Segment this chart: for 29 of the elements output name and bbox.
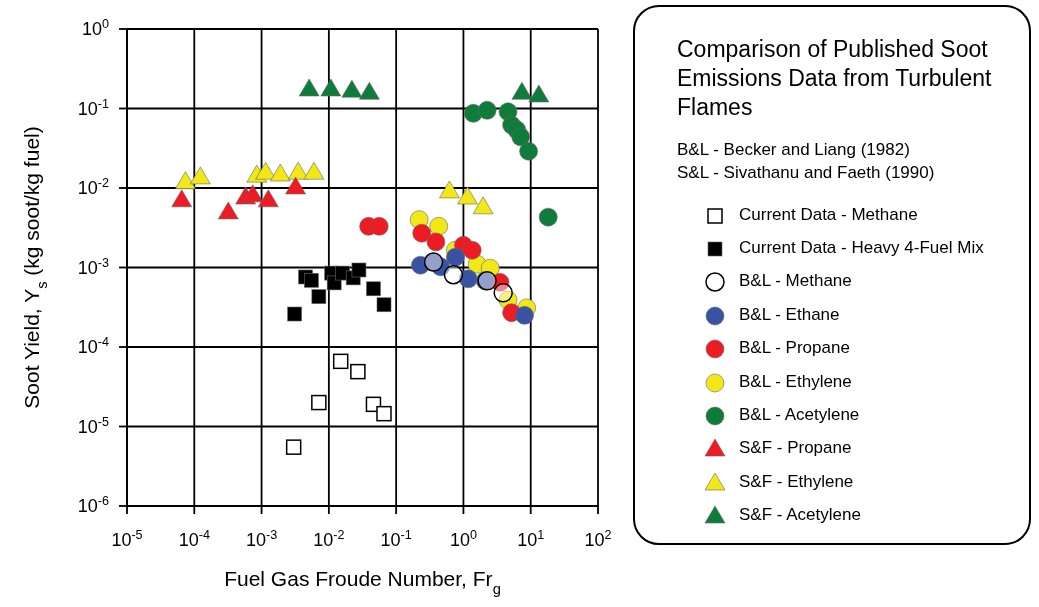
x-tick-label: 10$^{-1}$: [380, 528, 412, 550]
y-tick-label: 10$^{-6}$: [77, 494, 109, 516]
legend-label: B&L - Ethane: [739, 304, 840, 324]
x-tick-label: 10$^{1}$: [517, 528, 545, 550]
text: B&L - Becker and Liang (1982): [677, 140, 910, 159]
x-tick-label: 10$^{-5}$: [111, 528, 143, 550]
y-tick-label: 10$^{0}$: [81, 17, 109, 39]
x-axis-title: Fuel Gas Froude Number, Fr$_{g}$: [224, 567, 501, 597]
x-tick-label: 10$^{-2}$: [313, 528, 345, 550]
x-tick-label: 10$^{0}$: [449, 528, 477, 550]
legend-label: B&L - Propane: [739, 338, 850, 358]
text: S&L - Sivathanu and Faeth (1990): [677, 163, 935, 182]
y-tick-label: 10$^{-3}$: [77, 255, 109, 278]
y-tick-label: 10$^{-2}$: [77, 176, 109, 198]
legend-label: S&F - Propane: [739, 438, 852, 458]
x-tick-label: 10$^{2}$: [584, 528, 612, 550]
legend-label: B&L - Acetylene: [739, 405, 860, 425]
legend-label: Current Data - Heavy 4-Fuel Mix: [739, 238, 984, 258]
legend-label: S&F - Acetylene: [739, 505, 861, 525]
y-tick-label: 10$^{-1}$: [77, 96, 109, 119]
legend-label: S&F - Ethylene: [739, 471, 854, 491]
y-tick-label: 10$^{-4}$: [77, 335, 109, 357]
y-tick-label: 10$^{-5}$: [77, 414, 109, 437]
x-tick-label: 10$^{-3}$: [245, 528, 278, 550]
legend-label: Current Data - Methane: [739, 204, 918, 224]
text: Comparison of Published Soot Emissions Data from Turbulent Flames: [677, 36, 992, 120]
legend-label: B&L - Methane: [739, 271, 852, 291]
x-tick-label: 10$^{-4}$: [178, 528, 210, 550]
legend-label: B&L - Ethylene: [739, 371, 852, 391]
